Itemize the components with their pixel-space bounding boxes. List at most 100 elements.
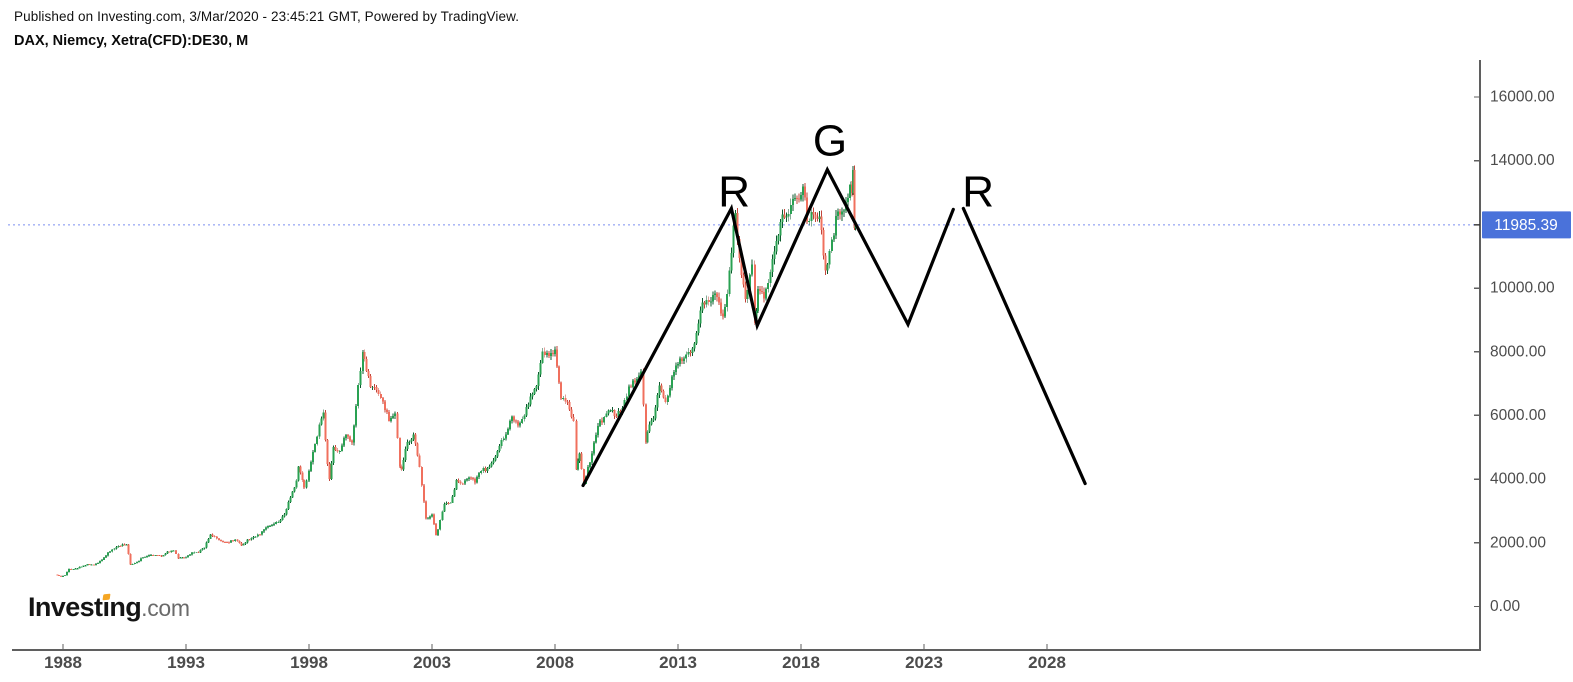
investing-logo[interactable]: Investıng .com (28, 592, 190, 623)
candle (172, 550, 175, 552)
candle (260, 531, 263, 535)
candle (677, 364, 679, 366)
time-tick-label[interactable]: 2003 (413, 653, 451, 672)
candle (236, 539, 239, 542)
candle (662, 391, 665, 398)
candle (543, 351, 546, 356)
price-tick-label[interactable]: 4000.00 (1490, 471, 1546, 488)
candle (566, 401, 569, 403)
candle (58, 575, 61, 577)
candle (433, 514, 436, 525)
candle (852, 170, 855, 194)
candle (148, 554, 151, 557)
price-tick-label[interactable]: 2000.00 (1490, 534, 1546, 551)
candle (289, 497, 292, 502)
candle (310, 462, 313, 472)
candle (362, 351, 365, 372)
candle (515, 420, 518, 422)
candle (494, 456, 497, 461)
candle (480, 470, 483, 474)
candle (94, 563, 97, 566)
candle (605, 413, 608, 417)
time-tick-label[interactable]: 2008 (536, 653, 574, 672)
time-tick-label[interactable]: 1998 (290, 653, 328, 672)
candle (638, 375, 641, 380)
candle (168, 551, 171, 553)
candle (609, 410, 612, 412)
candle (164, 553, 167, 556)
candle (453, 489, 456, 497)
price-tick-label[interactable]: 10000.00 (1490, 280, 1555, 297)
candle (435, 524, 438, 535)
candle (849, 184, 852, 198)
candle (465, 479, 468, 481)
candle (826, 264, 829, 271)
candle (385, 409, 388, 412)
candle (679, 358, 682, 365)
candle (742, 274, 745, 285)
candle (152, 554, 155, 556)
candle (332, 447, 335, 464)
candle (687, 351, 690, 355)
candle (277, 522, 280, 523)
candle (96, 562, 99, 564)
candle (125, 544, 128, 546)
candle (701, 302, 704, 311)
candle (377, 390, 380, 395)
candle (818, 216, 821, 220)
candle (379, 394, 382, 399)
candle (123, 544, 126, 546)
candle (443, 503, 446, 512)
candle (287, 501, 290, 509)
candle (252, 536, 255, 539)
candle (334, 447, 337, 450)
candle (724, 306, 727, 317)
time-tick-label[interactable]: 2028 (1028, 653, 1066, 672)
candle (506, 428, 509, 435)
candle (759, 289, 761, 292)
candle (841, 211, 843, 215)
time-tick-label[interactable]: 2013 (659, 653, 697, 672)
time-tick-label[interactable]: 1988 (44, 653, 82, 672)
candle (474, 479, 477, 483)
time-tick-label[interactable]: 2023 (905, 653, 943, 672)
candlestick-series (56, 165, 857, 578)
candle (209, 534, 212, 539)
candle (806, 197, 809, 222)
candle (322, 412, 325, 419)
price-tick-label[interactable]: 8000.00 (1490, 343, 1546, 360)
candle (439, 520, 442, 530)
axes (12, 60, 1481, 651)
candle (211, 534, 214, 537)
candle (283, 514, 286, 517)
candle (74, 568, 77, 570)
price-tick-label[interactable]: 16000.00 (1490, 89, 1555, 106)
candle (170, 550, 173, 552)
price-tick-label[interactable]: 0.00 (1490, 598, 1521, 615)
candle (240, 542, 243, 546)
candle (496, 450, 499, 457)
time-tick-label[interactable]: 2018 (782, 653, 820, 672)
candle (603, 416, 606, 423)
time-tick-label[interactable]: 1993 (167, 653, 205, 672)
candle (221, 541, 224, 543)
candle (293, 487, 296, 492)
price-tick-label[interactable]: 6000.00 (1490, 407, 1546, 424)
candle (834, 215, 837, 236)
candle (484, 467, 487, 472)
candle (697, 323, 700, 333)
candle (373, 386, 376, 388)
last-price-badge (1482, 211, 1571, 239)
candle (730, 252, 733, 271)
candle (137, 561, 140, 563)
candle (832, 235, 835, 240)
candle (399, 438, 402, 467)
candle (824, 255, 827, 271)
candle (68, 568, 71, 573)
price-tick-label[interactable]: 14000.00 (1490, 152, 1555, 169)
candle (150, 554, 153, 556)
candle (92, 564, 95, 566)
candle (103, 557, 105, 560)
candle (445, 502, 448, 504)
candle (492, 460, 495, 463)
